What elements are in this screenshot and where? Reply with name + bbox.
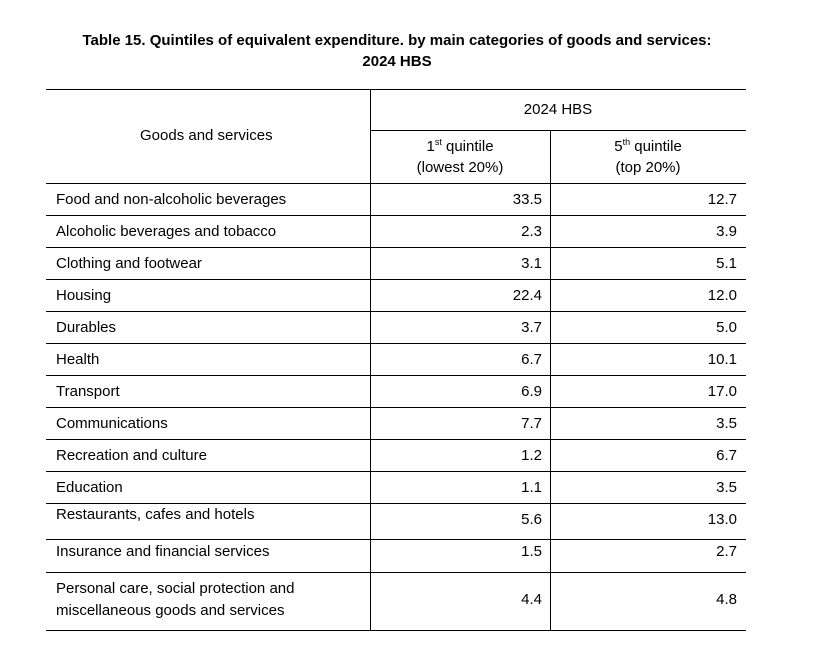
row-label: Housing — [56, 287, 112, 304]
table-caption: Table 15. Quintiles of equivalent expend… — [0, 30, 794, 72]
table-bottom-rule — [46, 630, 746, 631]
q5-ordinal-number: 5 — [614, 138, 623, 155]
row-rule — [46, 311, 746, 312]
q5-word: quintile — [630, 138, 682, 155]
row-label: Alcoholic beverages and tobacco — [56, 223, 277, 240]
cell-q5: 3.9 — [716, 223, 737, 240]
group-header-rule — [370, 130, 746, 131]
row-rule — [46, 503, 746, 504]
q1-word: quintile — [441, 138, 494, 155]
cell-q5: 3.5 — [716, 479, 737, 496]
row-label: Insurance and financial services — [56, 543, 270, 560]
row-rule — [46, 572, 746, 573]
caption-line-1: Table 15. Quintiles of equivalent expend… — [82, 32, 712, 49]
row-label: Food and non-alcoholic beverages — [56, 191, 287, 208]
column-divider-1 — [370, 89, 371, 631]
row-label-line-2: miscellaneous goods and services — [56, 602, 285, 619]
q1-subtitle: (lowest 20%) — [416, 159, 504, 176]
cell-q5: 10.1 — [707, 351, 737, 368]
row-rule — [46, 439, 746, 440]
column-header-q1: 1st quintile (lowest 20%) — [370, 136, 550, 178]
cell-q5: 5.1 — [716, 255, 737, 272]
cell-q5: 12.0 — [707, 287, 737, 304]
row-rule — [46, 343, 746, 344]
cell-q1: 3.7 — [521, 319, 542, 336]
row-label: Health — [56, 351, 100, 368]
row-label: Communications — [56, 415, 168, 432]
row-rule — [46, 471, 746, 472]
q1-ordinal-suffix: st — [434, 137, 442, 147]
row-header-label: Goods and services — [140, 127, 273, 144]
row-label: Education — [56, 479, 123, 496]
cell-q1: 3.1 — [521, 255, 542, 272]
cell-q5: 12.7 — [707, 191, 737, 208]
row-label: Transport — [56, 383, 120, 400]
q5-ordinal-suffix: th — [622, 137, 631, 147]
row-rule — [46, 215, 746, 216]
cell-q5: 5.0 — [716, 319, 737, 336]
cell-q1: 1.2 — [521, 447, 542, 464]
row-label: Clothing and footwear — [56, 255, 202, 272]
cell-q1: 2.3 — [521, 223, 542, 240]
row-rule — [46, 539, 746, 540]
cell-q5: 2.7 — [716, 543, 737, 560]
cell-q1: 5.6 — [521, 511, 542, 528]
q1-ordinal-number: 1 — [426, 138, 435, 155]
cell-q5: 4.8 — [716, 591, 737, 608]
caption-line-2: 2024 HBS — [362, 53, 432, 70]
column-divider-2 — [550, 130, 551, 631]
cell-q5: 3.5 — [716, 415, 737, 432]
cell-q1: 1.1 — [521, 479, 542, 496]
header-bottom-rule — [46, 183, 746, 184]
cell-q1: 4.4 — [521, 591, 542, 608]
cell-q1: 6.9 — [521, 383, 542, 400]
cell-q1: 33.5 — [512, 191, 542, 208]
cell-q1: 1.5 — [521, 543, 542, 560]
column-header-q5: 5th quintile (top 20%) — [550, 136, 746, 178]
row-label: Durables — [56, 319, 117, 336]
row-rule — [46, 375, 746, 376]
row-rule — [46, 407, 746, 408]
row-rule — [46, 279, 746, 280]
cell-q5: 13.0 — [707, 511, 737, 528]
group-header-label: 2024 HBS — [523, 101, 593, 118]
row-rule — [46, 247, 746, 248]
cell-q1: 22.4 — [512, 287, 542, 304]
row-label: Recreation and culture — [56, 447, 207, 464]
row-label: Restaurants, cafes and hotels — [56, 506, 255, 523]
cell-q1: 6.7 — [521, 351, 542, 368]
cell-q1: 7.7 — [521, 415, 542, 432]
row-label-line-1: Personal care, social protection and — [56, 580, 295, 597]
table-top-rule — [46, 89, 746, 90]
cell-q5: 17.0 — [707, 383, 737, 400]
cell-q5: 6.7 — [716, 447, 737, 464]
q5-subtitle: (top 20%) — [615, 159, 681, 176]
